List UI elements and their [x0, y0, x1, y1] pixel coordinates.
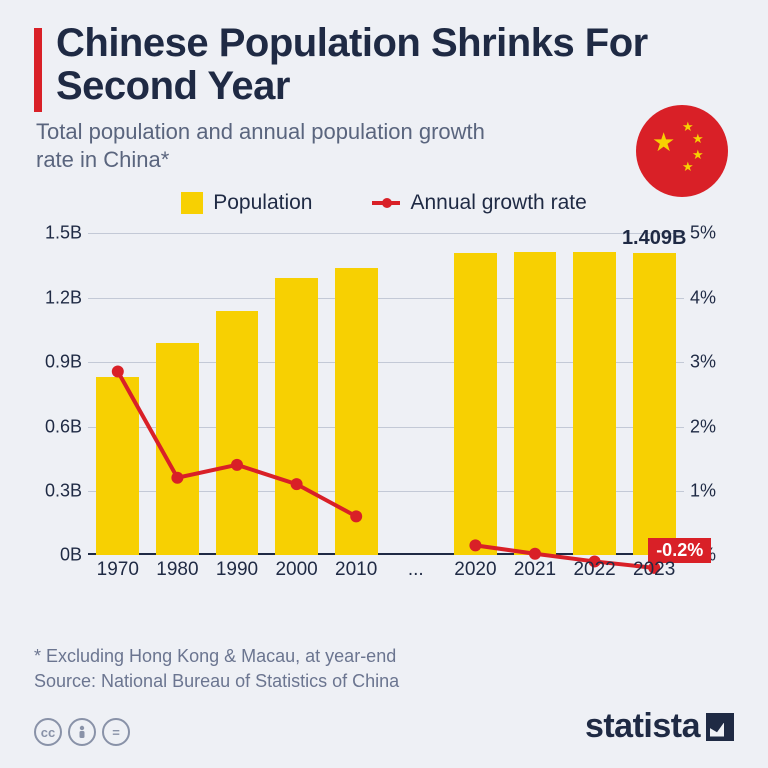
y-right-tick: 5%: [684, 223, 734, 244]
logo-mark-icon: [706, 713, 734, 741]
x-tick-label: 2021: [514, 559, 556, 581]
y-left-tick: 0B: [34, 545, 88, 566]
x-tick-label: ...: [408, 559, 424, 581]
legend-population: Population: [181, 191, 312, 215]
y-left-tick: 0.3B: [34, 480, 88, 501]
statista-logo: statista: [585, 707, 734, 746]
x-tick-label: 1990: [216, 559, 258, 581]
footnote-source: Source: National Bureau of Statistics of…: [34, 669, 734, 693]
cc-icon: cc: [34, 718, 62, 746]
page-title: Chinese Population Shrinks For Second Ye…: [56, 22, 734, 108]
legend-growth: Annual growth rate: [372, 191, 586, 215]
y-right-tick: 3%: [684, 352, 734, 373]
x-tick-label: 2020: [454, 559, 496, 581]
y-axis-right: 0%1%2%3%4%5%: [684, 233, 734, 555]
growth-line: [88, 233, 684, 555]
page-subtitle: Total population and annual population g…: [36, 118, 506, 173]
footnote: * Excluding Hong Kong & Macau, at year-e…: [34, 644, 734, 693]
license-icons: cc =: [34, 718, 130, 746]
legend-swatch-line: [372, 201, 400, 205]
legend-label: Population: [213, 191, 312, 215]
legend-swatch-bar: [181, 192, 203, 214]
x-tick-label: 1970: [97, 559, 139, 581]
y-right-tick: 4%: [684, 287, 734, 308]
y-left-tick: 1.2B: [34, 287, 88, 308]
x-tick-label: 2010: [335, 559, 377, 581]
legend-label: Annual growth rate: [410, 191, 586, 215]
accent-bar: [34, 28, 42, 112]
y-right-tick: 1%: [684, 480, 734, 501]
chart: 0B0.3B0.6B0.9B1.2B1.5B 0%1%2%3%4%5% 1.40…: [34, 221, 734, 591]
x-tick-label: 2000: [275, 559, 317, 581]
y-left-tick: 0.6B: [34, 416, 88, 437]
by-icon: [68, 718, 96, 746]
x-tick-label: 2022: [573, 559, 615, 581]
plot-area: 1.409B-0.2%: [88, 233, 684, 555]
bar-value-label: 1.409B: [622, 227, 687, 250]
y-axis-left: 0B0.3B0.6B0.9B1.2B1.5B: [34, 233, 88, 555]
x-tick-label: 2023: [633, 559, 675, 581]
logo-text: statista: [585, 707, 700, 746]
x-tick-label: 1980: [156, 559, 198, 581]
x-axis-labels: 1970 1980 1990 2000 2010... 2020 2021 2022 2023: [88, 559, 684, 585]
y-left-tick: 1.5B: [34, 223, 88, 244]
china-flag-icon: ★ ★★★★: [636, 105, 728, 197]
y-left-tick: 0.9B: [34, 352, 88, 373]
y-right-tick: 2%: [684, 416, 734, 437]
footnote-line: * Excluding Hong Kong & Macau, at year-e…: [34, 644, 734, 668]
nd-icon: =: [102, 718, 130, 746]
